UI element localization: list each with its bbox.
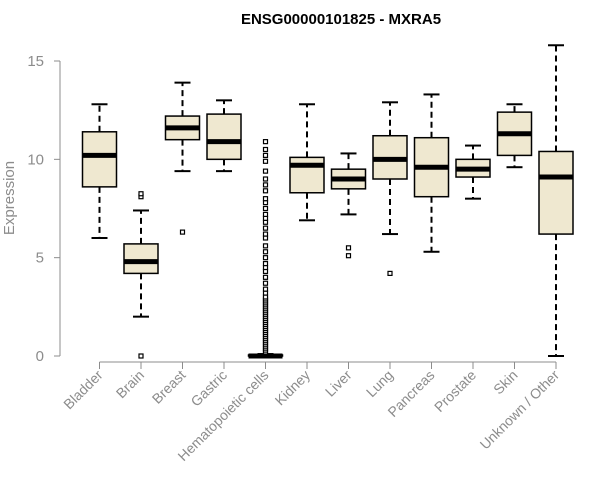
outlier-point [262, 274, 269, 280]
x-tick-label: Skin [490, 367, 521, 398]
outlier-point [262, 196, 269, 202]
outlier-point [138, 191, 144, 197]
outlier-point [345, 245, 352, 251]
box-kidney [289, 103, 325, 222]
outlier-point [262, 182, 269, 188]
x-tick-label: Prostate [431, 367, 479, 415]
outlier-point [345, 253, 352, 259]
box-pancreas [413, 93, 450, 253]
y-axis: 0 5 10 15 [27, 53, 61, 365]
y-axis-label: Expression [1, 161, 18, 235]
outlier-point [262, 158, 269, 164]
x-tick-label: Unknown / Other [477, 367, 563, 453]
outlier-point [262, 188, 269, 194]
box-body [538, 150, 574, 235]
outlier-point [138, 353, 144, 359]
box-lung [372, 101, 408, 276]
box-brain [123, 191, 159, 359]
y-tick-label: 10 [27, 151, 44, 168]
x-tick-label: Lung [363, 367, 396, 400]
x-tick-label: Bladder [60, 367, 106, 413]
y-tick-label: 0 [36, 348, 44, 365]
x-tick-label: Kidney [272, 367, 314, 409]
outlier-point [262, 243, 269, 249]
outlier-point [262, 176, 269, 182]
box-body [123, 243, 159, 275]
outlier-point [262, 225, 269, 231]
box-prostate [455, 144, 491, 200]
y-tick-label: 15 [27, 53, 44, 70]
y-tick-label: 5 [36, 250, 44, 267]
box-body [289, 156, 325, 194]
outlier-point [262, 139, 269, 145]
outlier-point [262, 249, 269, 255]
outlier-point [262, 146, 269, 153]
x-tick-label: Brain [113, 367, 147, 401]
box-skin [496, 103, 533, 169]
box-hematopoietic-cells [247, 139, 284, 359]
outlier-point [387, 270, 393, 276]
outlier-point [262, 286, 269, 292]
boxes-group [81, 44, 574, 359]
box-breast [164, 81, 201, 235]
box-bladder [81, 103, 118, 239]
outlier-point [262, 168, 269, 174]
box-liver [330, 152, 367, 259]
outlier-point [262, 260, 269, 267]
x-tick-label: Liver [322, 367, 355, 400]
outlier-point [262, 152, 269, 158]
outlier-point [262, 231, 269, 237]
box-gastric [206, 99, 242, 173]
box-unknown-other [538, 44, 574, 357]
box-body [81, 131, 118, 188]
chart-title: ENSG00000101825 - MXRA5 [241, 11, 441, 28]
outlier-point [179, 229, 186, 235]
outlier-point [262, 255, 269, 261]
outlier-point [262, 280, 269, 286]
outlier-point [262, 211, 269, 217]
box-body [206, 113, 242, 161]
x-tick-label: Breast [149, 367, 189, 407]
outlier-point [262, 205, 269, 212]
